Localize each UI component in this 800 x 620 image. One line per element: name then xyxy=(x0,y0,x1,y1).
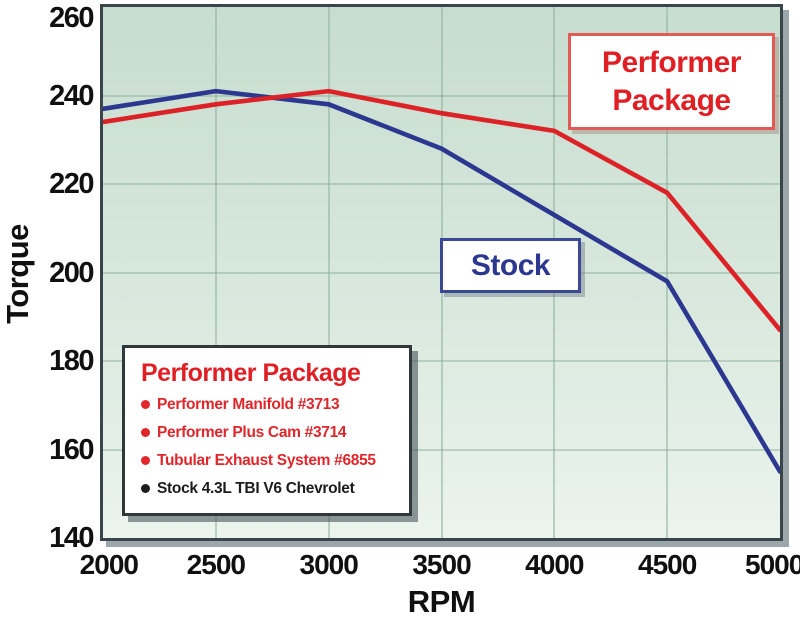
bullet-icon xyxy=(141,456,150,465)
legend-box: Performer Package Performer Manifold #37… xyxy=(122,345,412,516)
x-tick-label: 4000 xyxy=(525,549,584,580)
y-tick-label: 260 xyxy=(49,2,94,34)
x-tick-label: 3500 xyxy=(412,549,471,580)
legend-items: Performer Manifold #3713 Performer Plus C… xyxy=(141,396,397,497)
h-gridline xyxy=(103,360,780,362)
h-gridline xyxy=(103,448,780,451)
legend-item-text: Performer Plus Cam #3714 xyxy=(157,424,347,441)
bullet-icon xyxy=(141,428,150,437)
performer-package-callout: Performer Package xyxy=(568,33,775,130)
y-tick-label: 240 xyxy=(49,79,94,112)
legend-item: Stock 4.3L TBI V6 Chevrolet xyxy=(141,480,397,497)
performer-callout-line1: Performer xyxy=(602,46,741,79)
y-tick-label: 180 xyxy=(49,345,94,377)
bullet-icon xyxy=(141,484,150,493)
x-tick-label: 4500 xyxy=(638,549,697,580)
y-tick-label: 200 xyxy=(49,256,94,289)
x-tick-label: 2500 xyxy=(186,549,246,580)
stock-line xyxy=(103,88,780,474)
performer-callout-line2: Package xyxy=(612,84,731,117)
stock-callout: Stock xyxy=(440,238,581,293)
legend-item-text: Stock 4.3L TBI V6 Chevrolet xyxy=(157,480,355,497)
x-tick-label: 5000 xyxy=(745,549,800,580)
x-axis-title: RPM xyxy=(407,584,476,619)
legend-item-text: Tubular Exhaust System #6855 xyxy=(157,452,376,469)
y-axis-ticks: 260 240 220 200 180 160 140 xyxy=(0,2,95,554)
x-axis-ticks: 2000 2500 3000 3500 4000 4500 5000 xyxy=(80,549,800,583)
x-tick-label: 2000 xyxy=(79,549,139,580)
y-tick-label: 140 xyxy=(49,522,94,554)
bullet-icon xyxy=(141,400,150,409)
performer-package-line xyxy=(103,88,780,333)
y-tick-label: 160 xyxy=(49,433,94,466)
stock-callout-label: Stock xyxy=(470,249,551,282)
legend-item: Tubular Exhaust System #6855 xyxy=(141,452,397,469)
series-lines xyxy=(103,88,780,474)
y-tick-label: 220 xyxy=(49,168,94,200)
x-tick-label: 3000 xyxy=(299,549,359,580)
legend-item: Performer Plus Cam #3714 xyxy=(141,424,397,441)
legend-item-text: Performer Manifold #3713 xyxy=(157,396,340,413)
h-gridline xyxy=(103,94,780,97)
legend-item: Performer Manifold #3713 xyxy=(141,396,397,413)
legend-title: Performer Package xyxy=(141,359,361,387)
h-gridline xyxy=(103,183,780,185)
